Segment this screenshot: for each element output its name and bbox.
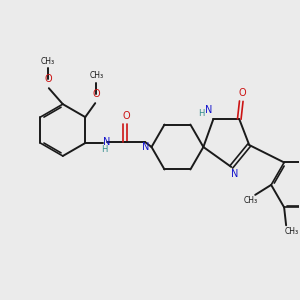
- Text: CH₃: CH₃: [89, 71, 103, 80]
- Text: CH₃: CH₃: [285, 227, 299, 236]
- Text: O: O: [44, 74, 52, 84]
- Text: H: H: [101, 146, 107, 154]
- Text: CH₃: CH₃: [243, 196, 257, 205]
- Text: O: O: [238, 88, 246, 98]
- Text: O: O: [122, 111, 130, 121]
- Text: H: H: [198, 109, 205, 118]
- Text: CH₃: CH₃: [41, 57, 55, 66]
- Text: N: N: [205, 105, 212, 115]
- Text: N: N: [103, 137, 111, 147]
- Text: O: O: [92, 89, 100, 99]
- Text: N: N: [231, 169, 238, 179]
- Text: N: N: [142, 142, 149, 152]
